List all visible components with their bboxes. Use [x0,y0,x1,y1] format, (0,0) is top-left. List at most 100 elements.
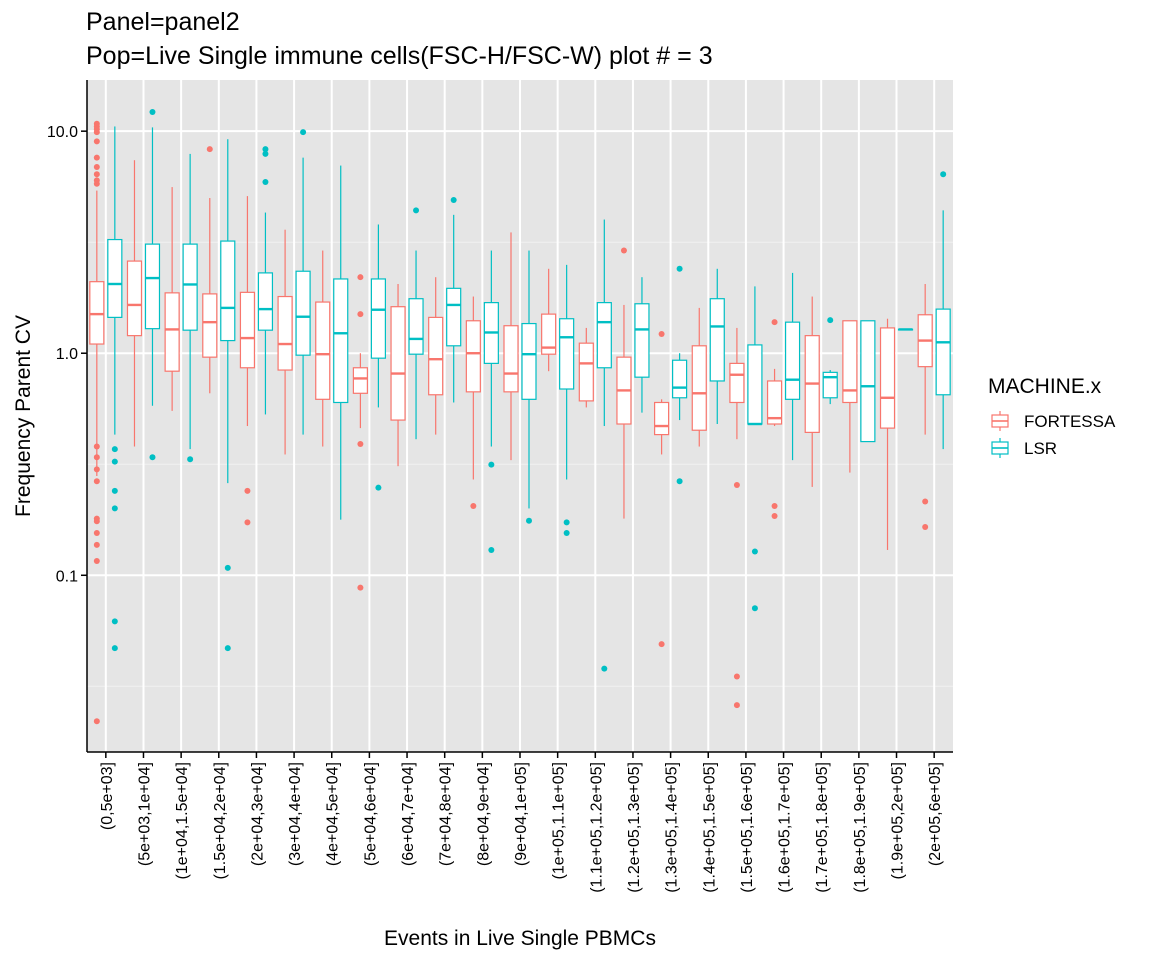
box-iqr [784,321,801,400]
box [465,296,481,510]
outlier-point [658,641,665,648]
outlier-point [224,564,231,571]
x-tick-label: (1.4e+05,1.5e+05] [701,762,718,893]
outlier-point [111,458,118,465]
outlier-point [93,541,100,548]
x-tick-label: (5e+04,6e+04] [362,762,379,866]
outlier-point [262,179,269,186]
outlier-point [450,196,457,203]
box [220,139,236,652]
legend-item-lsr: LSR [988,436,1057,460]
box-iqr [257,272,274,331]
outlier-point [357,441,364,448]
box [315,250,331,447]
box-iqr [239,291,256,369]
outlier-point [187,456,194,463]
box [596,219,612,672]
outlier-point [357,584,364,591]
box-iqr [408,298,424,355]
box [897,328,914,331]
x-tick-label: (1e+05,1.1e+05] [551,762,568,879]
y-axis-title: Frequency Parent CV [12,315,35,517]
box-iqr [672,359,688,399]
box [126,160,143,447]
box [804,296,820,487]
box-iqr [822,371,838,399]
outlier-point [300,129,307,136]
box-iqr [860,320,876,443]
outlier-point [563,530,570,537]
box [917,283,933,530]
outlier-point [262,150,269,157]
x-tick-label: (1.5e+04,2e+04] [212,762,229,879]
x-tick-label: (1.7e+05,1.8e+05] [814,762,831,893]
x-tick-label: (1.6e+05,1.7e+05] [777,762,794,893]
x-axis-title: Events in Live Single PBMCs [384,927,656,950]
x-tick-label: (5e+03,1e+04] [136,762,153,866]
outlier-point [224,645,231,652]
outlier-point [206,146,213,153]
box-iqr [709,298,725,382]
box [709,268,725,425]
x-tick-label: (1.3e+05,1.4e+05] [664,762,681,893]
box [935,171,951,450]
box-iqr [295,270,311,356]
box-iqr [596,302,612,369]
outlier-point [751,605,758,612]
box-iqr [220,240,236,342]
box [144,108,161,461]
box-iqr [729,362,745,404]
box-iqr [428,316,444,396]
box [89,120,105,725]
box [295,129,311,435]
legend-label: LSR [1024,439,1057,458]
x-tick-label: (7e+04,8e+04] [438,762,455,866]
box-iqr [164,292,180,372]
outlier-point [93,518,100,525]
box-iqr [766,380,783,425]
outlier-point [470,503,477,510]
outlier-point [658,331,665,338]
box-iqr [634,303,650,378]
chart-title: Panel=panel2 [86,8,240,36]
box [390,283,406,467]
y-tick-label: 0.1 [56,568,78,585]
outlier-point [93,443,100,450]
box-series [89,108,951,725]
outlier-point [93,557,100,564]
legend: MACHINE.x FORTESSA LSR [988,375,1116,460]
outlier-point [733,482,740,489]
box [616,247,632,519]
box [766,319,783,519]
outlier-point [244,519,251,526]
y-axis-ticks: 0.1 1.0 10.0 [47,124,87,585]
outlier-point [601,665,608,672]
box [747,286,763,612]
outlier-point [111,446,118,453]
outlier-point [733,702,740,709]
box [370,224,386,491]
box [277,229,293,455]
box [784,272,801,461]
outlier-point [733,673,740,680]
outlier-point [93,466,100,473]
box-iqr [465,320,481,393]
outlier-point [357,274,364,281]
box-iqr [202,293,218,358]
outlier-point [563,519,570,526]
outlier-point [488,461,495,468]
box-iqr [89,281,105,345]
outlier-point [244,487,251,494]
x-tick-label: (2e+05,6e+05] [927,762,944,866]
x-tick-label: (9e+04,1e+05] [513,762,530,866]
box-iqr [352,367,368,394]
box [446,196,462,403]
y-tick-label: 1.0 [56,346,78,363]
box [879,318,896,550]
box [634,277,650,413]
outlier-point [262,146,269,153]
box [672,265,688,485]
x-tick-label: (6e+04,7e+04] [400,762,417,866]
outlier-point [93,530,100,537]
